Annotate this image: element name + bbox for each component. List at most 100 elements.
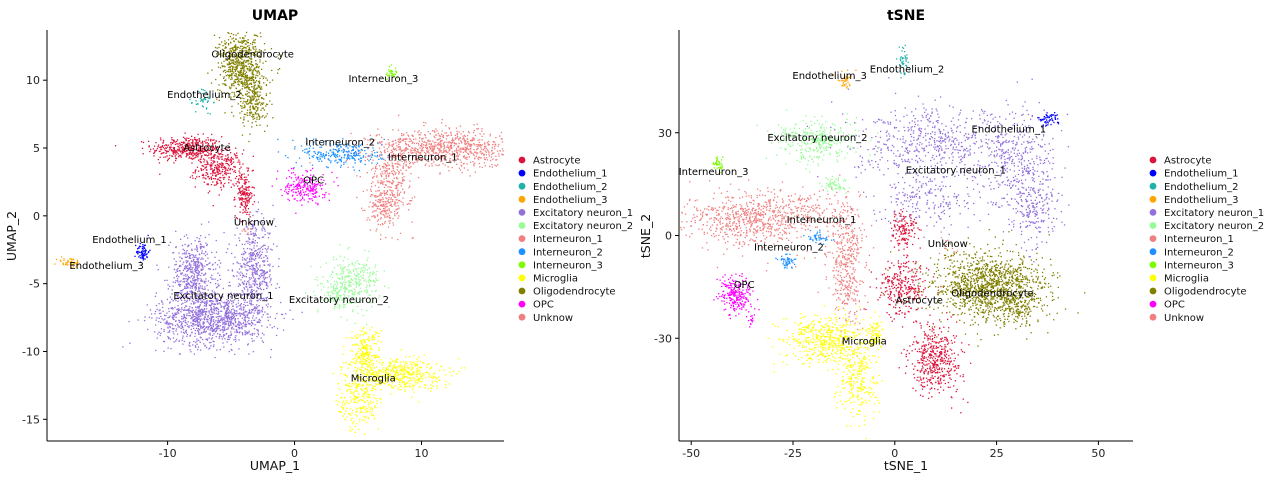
point [216, 161, 219, 163]
point [465, 147, 467, 149]
point [211, 274, 213, 276]
point [197, 90, 199, 93]
point [368, 294, 370, 296]
point [253, 328, 256, 330]
point [215, 298, 217, 300]
point [251, 241, 253, 243]
point [363, 271, 365, 273]
point [162, 310, 164, 313]
point [180, 147, 182, 149]
point [218, 167, 220, 169]
point [419, 134, 421, 136]
point [394, 213, 396, 215]
point [245, 273, 248, 275]
point [314, 294, 316, 297]
point [247, 293, 250, 295]
point [361, 309, 363, 311]
point [342, 151, 344, 154]
point [188, 310, 190, 312]
point [380, 182, 383, 184]
point [380, 174, 382, 176]
point [340, 272, 342, 274]
point [136, 251, 138, 254]
point [204, 288, 206, 290]
point [464, 148, 466, 151]
point [320, 153, 322, 155]
point [183, 297, 185, 300]
point [211, 303, 213, 305]
point [175, 246, 177, 249]
point [415, 158, 417, 160]
point [435, 152, 437, 154]
point [261, 251, 263, 253]
point [430, 143, 432, 146]
point [184, 151, 186, 153]
point [185, 322, 187, 324]
point [246, 323, 248, 326]
point [201, 294, 203, 296]
point [247, 170, 249, 172]
point [391, 183, 393, 185]
point [223, 329, 225, 332]
point [244, 264, 246, 266]
point [232, 158, 234, 160]
point [369, 219, 371, 221]
point [134, 255, 136, 257]
point [454, 143, 457, 145]
point [165, 321, 168, 323]
point [212, 263, 214, 265]
point [445, 156, 447, 158]
point [440, 155, 442, 157]
point [210, 309, 212, 311]
point [390, 211, 393, 213]
point [483, 153, 485, 155]
point [251, 294, 254, 296]
point [234, 234, 236, 236]
point [196, 299, 198, 302]
point [367, 155, 369, 158]
point [330, 286, 332, 288]
point [239, 172, 241, 174]
point [376, 208, 378, 210]
point [179, 298, 181, 300]
point [189, 296, 192, 298]
point [427, 140, 429, 142]
point [240, 178, 242, 180]
point [206, 160, 208, 162]
point [325, 166, 328, 168]
point [225, 160, 227, 163]
point [243, 311, 245, 314]
point [394, 210, 396, 213]
point [400, 185, 402, 187]
point [349, 145, 351, 147]
point [221, 328, 224, 330]
point [324, 140, 326, 142]
point [207, 145, 209, 147]
point [230, 322, 232, 324]
point [321, 154, 323, 156]
point [384, 172, 386, 174]
point [372, 176, 374, 179]
point [346, 144, 348, 146]
point [203, 325, 205, 327]
point [202, 292, 204, 294]
point [183, 309, 185, 311]
point [216, 326, 218, 328]
point [331, 271, 333, 273]
point [386, 191, 389, 193]
point [428, 165, 430, 167]
point [344, 279, 346, 281]
point [252, 169, 254, 171]
point [227, 295, 229, 297]
point [431, 145, 434, 147]
point [399, 146, 401, 148]
point [188, 342, 191, 344]
point [217, 172, 219, 174]
point [381, 192, 383, 195]
point [460, 133, 462, 135]
point [224, 173, 226, 175]
point [71, 259, 73, 261]
point [220, 149, 222, 151]
point [441, 130, 443, 132]
point [349, 270, 351, 273]
